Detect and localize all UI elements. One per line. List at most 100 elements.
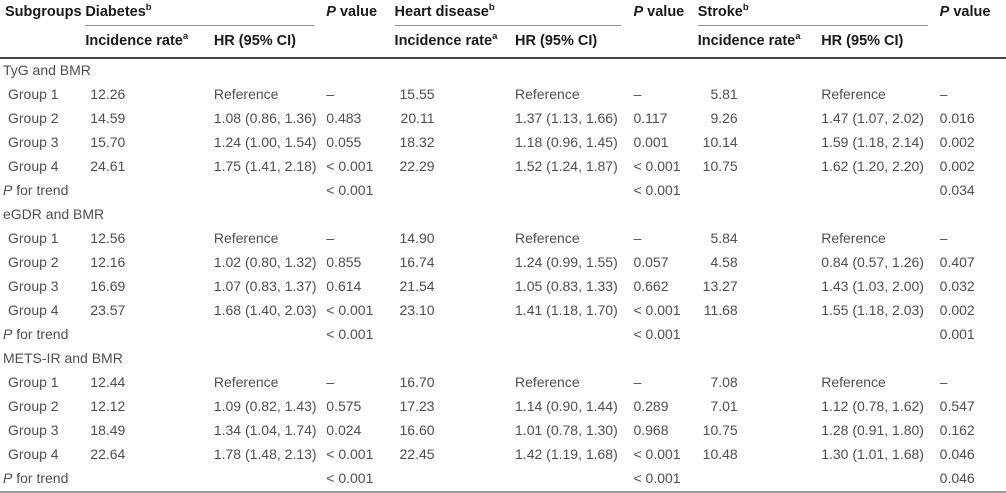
incidence-cell: 12.16 — [85, 251, 214, 275]
header-hr-stroke: HR (95% CI) — [821, 31, 940, 59]
hr-cell: Reference — [821, 86, 886, 103]
data-row: Group 3 18.49 1.34 (1.04, 1.74) 0.024 16.60 1… — [0, 419, 1006, 443]
pvalue-cell: 0.289 — [633, 398, 669, 415]
data-row: Group 2 14.59 1.08 (0.86, 1.36) 0.483 20.11 1… — [0, 107, 1006, 131]
pvalue-cell: 0.046 — [939, 470, 975, 487]
incidence-cell: 15.70 — [85, 131, 214, 155]
hr-cell: 1.08 (0.86, 1.36) — [213, 110, 317, 127]
hr-cell: Reference — [515, 374, 580, 391]
pvalue-cell: < 0.001 — [326, 470, 374, 487]
row-label: Group 2 — [8, 398, 59, 415]
pvalue-cell: < 0.001 — [633, 158, 681, 175]
pvalue-cell: < 0.001 — [633, 302, 681, 319]
header-incidence-diabetes: Incidence ratea — [85, 31, 214, 59]
incidence-cell: 5.81 — [698, 83, 821, 107]
hr-cell: 1.07 (0.83, 1.37) — [213, 278, 317, 295]
incidence-label: Incidence rate — [85, 33, 183, 49]
incidence-value: 21.54 — [399, 278, 435, 295]
incidence-cell: 18.49 — [85, 419, 214, 443]
pvalue-cell: 0.055 — [326, 134, 362, 151]
data-row: Group 1 12.44 Reference – 16.70 Reference – 7.0… — [0, 371, 1006, 395]
header-row-measures: Incidence ratea HR (95% CI) Incidence ra… — [0, 31, 1006, 59]
incidence-cell: 14.59 — [85, 107, 214, 131]
incidence-cell: 17.23 — [395, 395, 515, 419]
section-title: METS-IR and BMR — [3, 350, 123, 367]
hr-cell: 1.68 (1.40, 2.03) — [213, 302, 317, 319]
header-outcome-heart-disease: Heart diseaseb — [394, 0, 634, 31]
pvalue-cell: 0.016 — [939, 110, 975, 127]
pvalue-cell: 0.575 — [326, 398, 362, 415]
hr-cell: 1.78 (1.48, 2.13) — [213, 446, 317, 463]
hr-cell: 1.55 (1.18, 2.03) — [821, 302, 924, 319]
hr-cell: 1.43 (1.03, 2.00) — [821, 278, 924, 295]
trend-row: P for trend < 0.001 < 0.001 0.046 — [0, 467, 1006, 492]
p-value-label: P — [633, 4, 644, 20]
incidence-cell: 10.75 — [698, 155, 821, 179]
hr-cell — [515, 467, 633, 492]
pvalue-cell: 0.002 — [939, 134, 975, 151]
pvalue-cell: < 0.001 — [326, 182, 374, 199]
section-header-row: eGDR and BMR — [0, 203, 1006, 227]
hr-cell: 1.75 (1.41, 2.18) — [213, 158, 317, 175]
hr-cell: Reference — [515, 230, 580, 247]
hr-cell: 1.01 (0.78, 1.30) — [515, 422, 618, 439]
section-title: eGDR and BMR — [3, 206, 105, 223]
p-value-label-rest: value — [643, 4, 685, 20]
pvalue-cell: – — [326, 374, 335, 391]
incidence-cell: 10.14 — [698, 131, 821, 155]
pvalue-cell: – — [939, 86, 948, 103]
hr-cell: 1.24 (1.00, 1.54) — [213, 134, 317, 151]
row-label: Group 4 — [8, 302, 59, 319]
data-row: Group 1 12.26 Reference – 15.55 Reference – 5.8… — [0, 83, 1006, 107]
incidence-cell: 22.45 — [395, 443, 515, 467]
incidence-value: 22.64 — [90, 446, 126, 463]
hr-cell — [821, 467, 939, 492]
incidence-cell: 12.26 — [85, 83, 214, 107]
incidence-cell: 22.29 — [395, 155, 515, 179]
header-pvalue-heart-disease: P value — [633, 0, 698, 59]
pvalue-cell: < 0.001 — [326, 326, 374, 343]
incidence-value: 5.84 — [710, 230, 738, 247]
incidence-value: 10.48 — [702, 446, 738, 463]
pvalue-cell: 0.483 — [326, 110, 362, 127]
pvalue-cell: < 0.001 — [633, 446, 681, 463]
hr-cell: Reference — [821, 374, 886, 391]
hr-cell — [214, 467, 326, 492]
footnote-marker: a — [182, 31, 189, 43]
hr-cell: Reference — [213, 86, 279, 103]
row-label: Group 4 — [8, 158, 59, 175]
hr-cell: Reference — [213, 230, 279, 247]
pvalue-cell: 0.046 — [939, 446, 975, 463]
header-pvalue-diabetes: P value — [326, 0, 395, 59]
hr-cell — [515, 323, 633, 347]
data-row: Group 4 22.64 1.78 (1.48, 2.13) < 0.001 22.4… — [0, 443, 1006, 467]
incidence-value: 24.61 — [90, 158, 126, 175]
hr-cell: 0.84 (0.57, 1.26) — [821, 254, 924, 271]
hr-cell — [214, 323, 326, 347]
footnote-marker: b — [145, 2, 152, 14]
row-label: Group 2 — [8, 110, 59, 127]
hr-cell: 1.12 (0.78, 1.62) — [821, 398, 924, 415]
row-label: Group 3 — [8, 422, 59, 439]
hr-cell: 1.24 (0.99, 1.55) — [515, 254, 618, 271]
pvalue-cell: < 0.001 — [326, 302, 374, 319]
section-title: TyG and BMR — [3, 62, 91, 79]
pvalue-cell: 0.032 — [939, 278, 975, 295]
header-subgroups: Subgroups — [0, 0, 86, 59]
pvalue-cell: 0.407 — [939, 254, 975, 271]
incidence-cell: 10.48 — [698, 443, 821, 467]
data-row: Group 4 23.57 1.68 (1.40, 2.03) < 0.001 23.1… — [0, 299, 1006, 323]
outcome-label: Heart disease — [394, 4, 489, 20]
pvalue-cell: – — [633, 86, 642, 103]
hr-cell: 1.42 (1.19, 1.68) — [515, 446, 618, 463]
trend-label-p: P — [3, 182, 13, 199]
trend-label-p: P — [3, 470, 13, 487]
hr-cell: 1.59 (1.18, 2.14) — [821, 134, 924, 151]
pvalue-cell: – — [633, 374, 642, 391]
p-value-label: P — [939, 4, 950, 20]
incidence-cell: 16.69 — [85, 275, 214, 299]
incidence-value: 11.68 — [703, 302, 738, 319]
incidence-cell: 16.60 — [395, 419, 515, 443]
incidence-cell: 13.27 — [698, 275, 821, 299]
